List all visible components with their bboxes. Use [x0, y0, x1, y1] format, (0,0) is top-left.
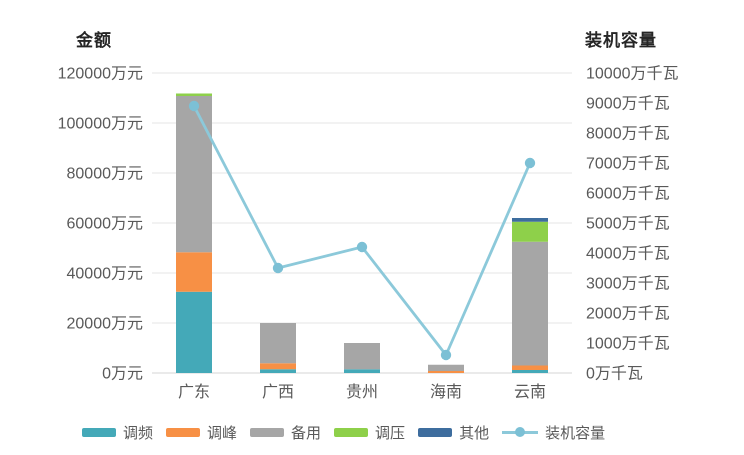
line-marker [188, 100, 200, 112]
legend-label: 其他 [459, 424, 490, 442]
legend-label: 调压 [375, 424, 406, 442]
legend-item-调压: 调压 [334, 422, 405, 443]
legend-label: 调频 [123, 424, 154, 442]
bar-segment-调峰 [428, 371, 464, 373]
bar-segment-备用 [260, 323, 296, 364]
legend-item-调峰: 调峰 [166, 422, 237, 443]
right-axis-tick-label: 6000万千瓦 [586, 185, 670, 203]
x-axis-label: 贵州 [346, 383, 378, 401]
right-axis-tick-label: 0万千瓦 [586, 365, 643, 383]
legend-swatch [334, 427, 369, 437]
x-axis-label: 海南 [430, 383, 462, 401]
right-axis-tick-label: 4000万千瓦 [586, 245, 670, 263]
bar-segment-调压 [176, 93, 212, 96]
x-axis-label: 广西 [262, 383, 294, 401]
legend-item-其他: 其他 [418, 422, 489, 443]
legend-swatch [82, 427, 116, 437]
line-marker [440, 349, 452, 361]
right-axis-title: 装机容量 [585, 31, 657, 50]
left-axis-tick-label: 0万元 [102, 366, 143, 383]
legend-swatch [418, 427, 453, 437]
x-axis-label: 广东 [178, 383, 210, 401]
legend-item-备用: 备用 [250, 422, 321, 443]
bar-segment-调频 [344, 369, 380, 373]
legend-item-装机容量: 装机容量 [502, 422, 605, 443]
right-axis-tick-label: 7000万千瓦 [586, 155, 670, 173]
legend-label: 装机容量 [545, 424, 606, 442]
legend-line-marker-swatch [502, 426, 539, 438]
line-marker [524, 157, 536, 169]
bar-segment-调频 [176, 291, 212, 373]
left-axis-tick-label: 120000万元 [58, 66, 143, 83]
legend-swatch [250, 427, 285, 437]
x-axis-label: 云南 [514, 383, 546, 401]
bar-segment-其他 [512, 218, 548, 222]
left-axis-title: 金额 [76, 31, 112, 50]
right-axis-tick-label: 10000万千瓦 [586, 65, 679, 83]
bar-segment-调频 [260, 369, 296, 373]
bar-segment-备用 [344, 343, 380, 370]
line-marker [272, 262, 284, 274]
bar-segment-调峰 [260, 363, 296, 370]
left-axis-tick-label: 40000万元 [67, 266, 144, 283]
left-axis-tick-label: 60000万元 [67, 216, 144, 233]
legend-item-调频: 调频 [82, 422, 153, 443]
bar-segment-调峰 [512, 365, 548, 370]
bar-segment-调频 [512, 370, 548, 373]
right-axis-tick-label: 8000万千瓦 [586, 125, 670, 143]
chart-legend: 调频 调峰 备用 调压 其他 装机容量 [82, 421, 682, 443]
legend-swatch [166, 427, 201, 437]
line-marker [356, 241, 368, 253]
legend-label: 备用 [291, 424, 322, 442]
line-series [192, 104, 532, 357]
bar-segment-调峰 [176, 252, 212, 292]
right-axis-tick-label: 3000万千瓦 [586, 275, 670, 293]
right-axis-tick-label: 5000万千瓦 [586, 215, 670, 233]
bar-segment-备用 [428, 364, 464, 371]
left-axis-tick-label: 80000万元 [67, 166, 144, 183]
legend-label: 调峰 [207, 424, 238, 442]
right-axis-tick-label: 2000万千瓦 [586, 305, 670, 323]
left-axis-tick-label: 100000万元 [58, 116, 143, 133]
bar-segment-调压 [512, 221, 548, 242]
bar-segment-备用 [176, 96, 212, 253]
bar-segment-备用 [512, 241, 548, 366]
right-axis-tick-label: 1000万千瓦 [586, 335, 670, 353]
left-axis-tick-label: 20000万元 [67, 316, 144, 333]
right-axis-tick-label: 9000万千瓦 [586, 95, 670, 113]
